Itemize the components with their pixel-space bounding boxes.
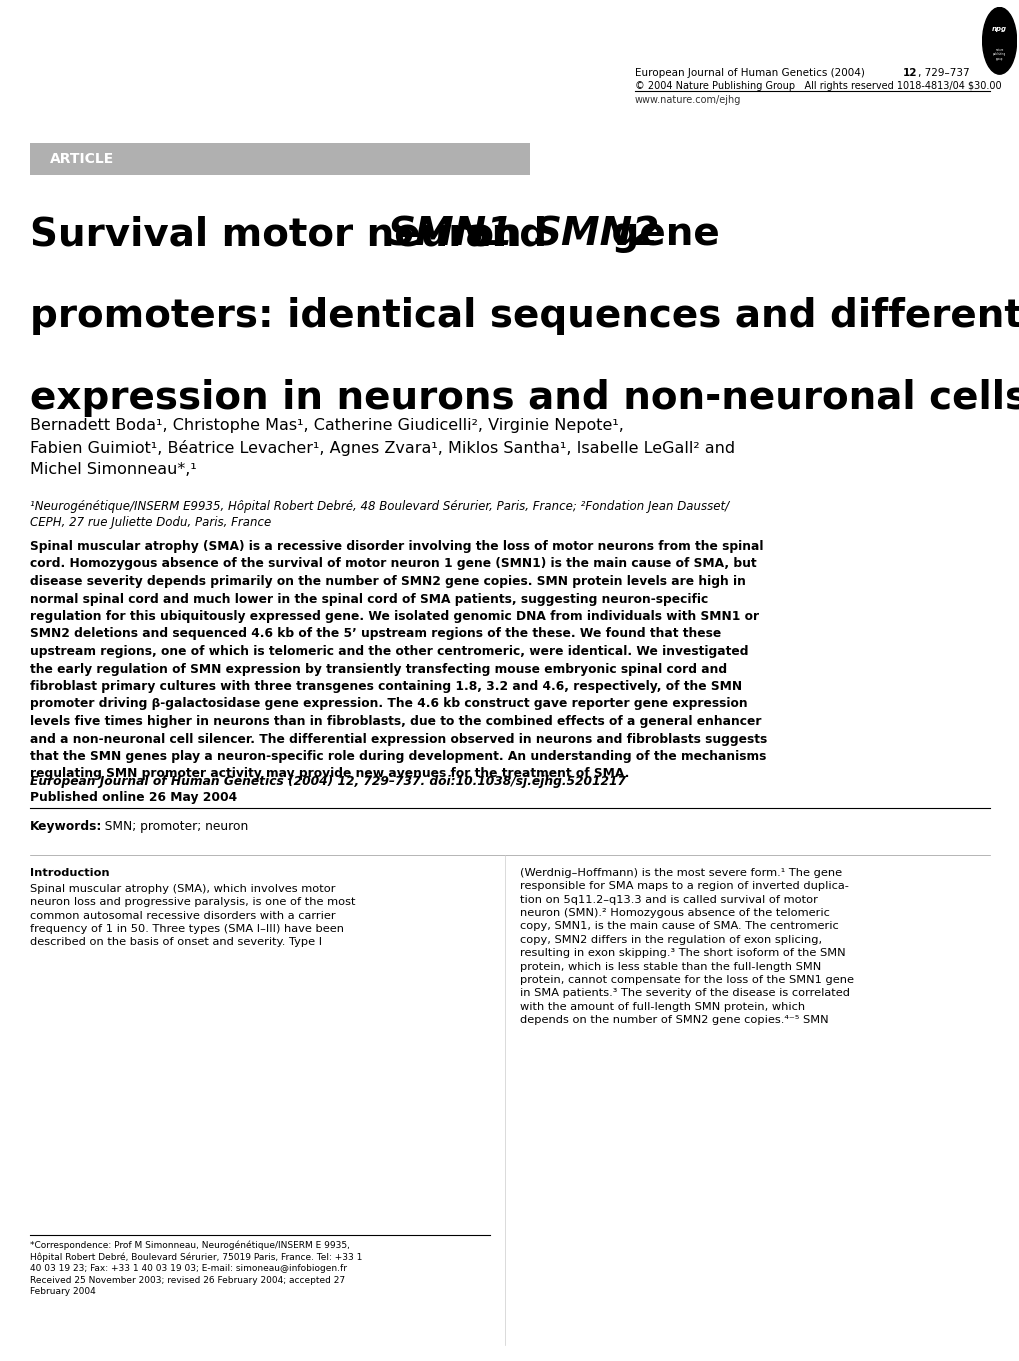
Text: SMN; promoter; neuron: SMN; promoter; neuron — [97, 819, 248, 833]
Text: (Werdnig–Hoffmann) is the most severe form.¹ The gene
responsible for SMA maps t: (Werdnig–Hoffmann) is the most severe fo… — [520, 868, 853, 1025]
Text: Keywords:: Keywords: — [30, 819, 102, 833]
Bar — [30, 143, 530, 176]
Text: www.nature.com/ejhg: www.nature.com/ejhg — [635, 95, 741, 105]
Text: Michel Simonneau*,¹: Michel Simonneau*,¹ — [30, 461, 197, 476]
Text: expression in neurons and non-neuronal cells: expression in neurons and non-neuronal c… — [30, 378, 1019, 416]
Text: gene: gene — [598, 215, 719, 253]
Text: SMN2: SMN2 — [533, 215, 659, 253]
Text: , 729–737: , 729–737 — [917, 68, 969, 78]
Text: SMN1: SMN1 — [387, 215, 513, 253]
Text: CEPH, 27 rue Juliette Dodu, Paris, France: CEPH, 27 rue Juliette Dodu, Paris, Franc… — [30, 516, 271, 529]
Text: Published online 26 May 2004: Published online 26 May 2004 — [30, 791, 236, 804]
Text: *Correspondence: Prof M Simonneau, Neurogénétique/INSERM E 9935,
Hôpital Robert : *Correspondence: Prof M Simonneau, Neuro… — [30, 1240, 362, 1296]
Text: Spinal muscular atrophy (SMA) is a recessive disorder involving the loss of moto: Spinal muscular atrophy (SMA) is a reces… — [30, 540, 766, 780]
Text: Spinal muscular atrophy (SMA), which involves motor
neuron loss and progressive : Spinal muscular atrophy (SMA), which inv… — [30, 885, 356, 947]
Text: 12: 12 — [902, 68, 917, 78]
Text: nature
publishing
group: nature publishing group — [993, 48, 1005, 61]
Text: European Journal of Human Genetics (2004): European Journal of Human Genetics (2004… — [635, 68, 864, 78]
Text: npg: npg — [991, 26, 1006, 31]
Text: and: and — [451, 215, 560, 253]
Text: Fabien Guimiot¹, Béatrice Levacher¹, Agnes Zvara¹, Miklos Santha¹, Isabelle LeGa: Fabien Guimiot¹, Béatrice Levacher¹, Agn… — [30, 440, 735, 456]
Text: Survival motor neuron: Survival motor neuron — [30, 215, 535, 253]
Text: Bernadett Boda¹, Christophe Mas¹, Catherine Giudicelli², Virginie Nepote¹,: Bernadett Boda¹, Christophe Mas¹, Cather… — [30, 418, 624, 433]
Text: European Journal of Human Genetics (2004) 12, 729–737. doi:10.1038/sj.ejhg.52012: European Journal of Human Genetics (2004… — [30, 774, 626, 788]
Text: promoters: identical sequences and differential: promoters: identical sequences and diffe… — [30, 297, 1019, 335]
Text: ¹Neurogénétique/INSERM E9935, Hôpital Robert Debré, 48 Boulevard Sérurier, Paris: ¹Neurogénétique/INSERM E9935, Hôpital Ro… — [30, 499, 729, 513]
Text: © 2004 Nature Publishing Group   All rights reserved 1018-4813/04 $30.00: © 2004 Nature Publishing Group All right… — [635, 82, 1001, 91]
Text: ARTICLE: ARTICLE — [50, 152, 114, 166]
Text: Introduction: Introduction — [30, 868, 109, 878]
Circle shape — [981, 7, 1016, 73]
